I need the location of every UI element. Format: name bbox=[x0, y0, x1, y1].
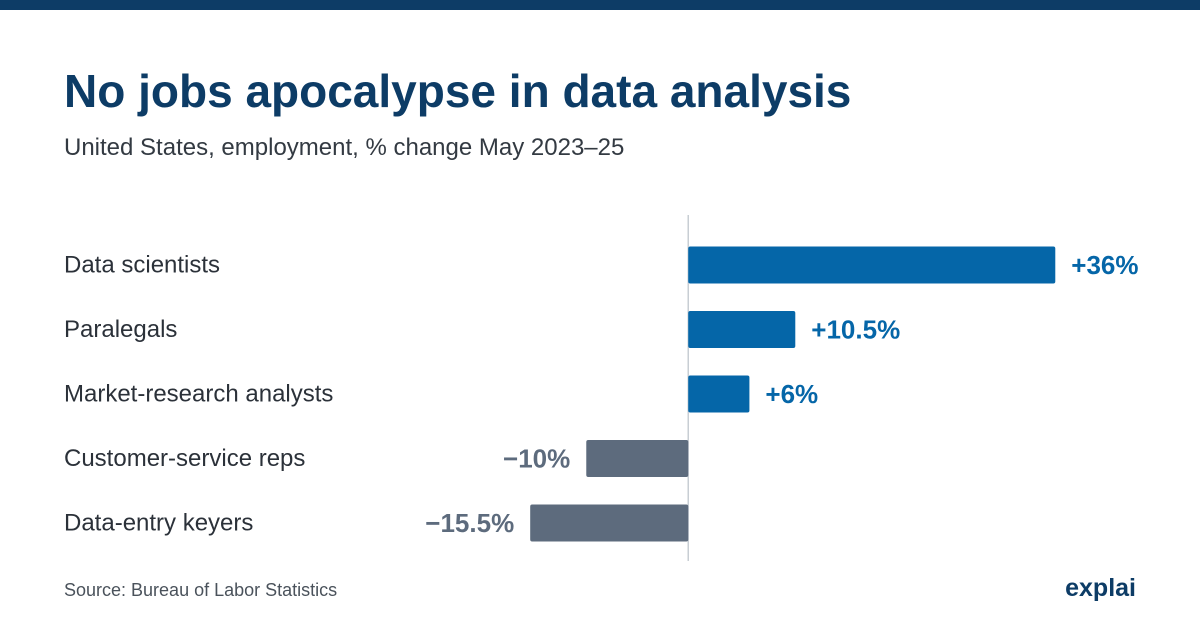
chart-title: No jobs apocalypse in data analysis bbox=[64, 65, 852, 117]
bar-data-entry-keyers bbox=[530, 504, 689, 542]
value-label: +10.5% bbox=[811, 315, 900, 345]
brand-logo: explai bbox=[1065, 574, 1136, 602]
category-label: Data scientists bbox=[64, 252, 220, 279]
category-label: Paralegals bbox=[64, 316, 177, 343]
bar-chart-svg: Data scientists +36% Paralegals +10.5% Marke… bbox=[64, 215, 1139, 561]
bar-data-scientists bbox=[688, 246, 1056, 284]
top-accent-rule bbox=[0, 0, 1200, 10]
value-label: −10% bbox=[503, 444, 570, 474]
value-label: +6% bbox=[765, 379, 818, 409]
value-label: −15.5% bbox=[425, 508, 514, 538]
category-label: Market-research analysts bbox=[64, 381, 333, 408]
chart-subtitle: United States, employment, % change May … bbox=[64, 134, 625, 161]
category-label: Data-entry keyers bbox=[64, 510, 253, 537]
value-label: +36% bbox=[1071, 250, 1138, 280]
bar-chart: Data scientists +36% Paralegals +10.5% Marke… bbox=[0, 200, 1200, 570]
bar-paralegals bbox=[688, 311, 796, 348]
bar-customer-service-reps bbox=[586, 440, 689, 477]
category-label: Customer-service reps bbox=[64, 445, 305, 472]
bar-market-research-analysts bbox=[688, 375, 750, 413]
source-note: Source: Bureau of Labor Statistics bbox=[64, 580, 338, 600]
